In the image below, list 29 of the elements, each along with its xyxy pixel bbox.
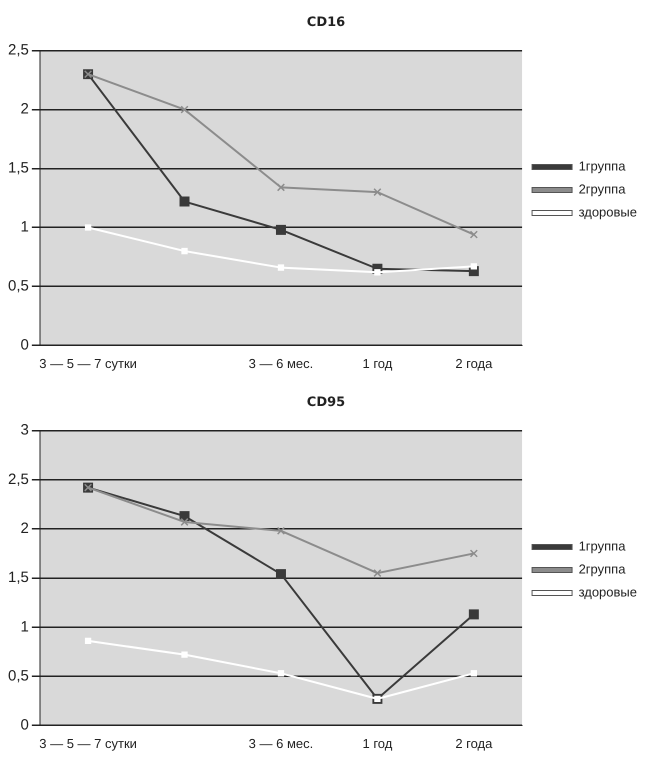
y-tick-label: 1,5 xyxy=(8,160,29,177)
chart-title: CD95 xyxy=(306,395,346,410)
y-tick-label: 0,5 xyxy=(8,278,29,295)
x-tick-label: 3 — 6 мес. xyxy=(248,736,314,751)
y-tick-label: 0 xyxy=(20,336,29,354)
x-tick-label: 3 — 6 мес. xyxy=(248,356,314,371)
legend-label: 2группа xyxy=(578,562,626,577)
x-tick-label: 1 год xyxy=(362,736,393,751)
y-tick-label: 2,5 xyxy=(8,42,29,59)
x-tick-label: 3 — 5 — 7 сутки xyxy=(39,356,137,371)
x-tick-label: 2 года xyxy=(455,736,494,751)
legend-label: 2группа xyxy=(578,182,626,197)
y-tick-label: 0,5 xyxy=(8,667,29,684)
x-tick-label: 2 года xyxy=(455,356,494,371)
x-tick-label: 1 год xyxy=(362,356,393,371)
legend-label: здоровые xyxy=(578,204,638,220)
y-tick-label: 1 xyxy=(20,218,29,236)
chart-title: CD16 xyxy=(306,15,346,30)
legend-label: 1группа xyxy=(578,158,626,174)
y-tick-label: 2 xyxy=(20,520,29,538)
y-tick-label: 1,5 xyxy=(8,569,29,586)
y-tick-label: 0 xyxy=(20,716,29,734)
y-tick-label: 2,5 xyxy=(8,470,29,488)
legend-label: здоровые xyxy=(578,584,638,600)
x-tick-label: 3 — 5 — 7 сутки xyxy=(39,736,137,751)
y-tick-label: 2 xyxy=(20,100,29,118)
y-tick-label: 1 xyxy=(20,618,29,636)
legend-label: 1группа xyxy=(578,538,626,554)
y-tick-label: 3 xyxy=(20,422,29,439)
